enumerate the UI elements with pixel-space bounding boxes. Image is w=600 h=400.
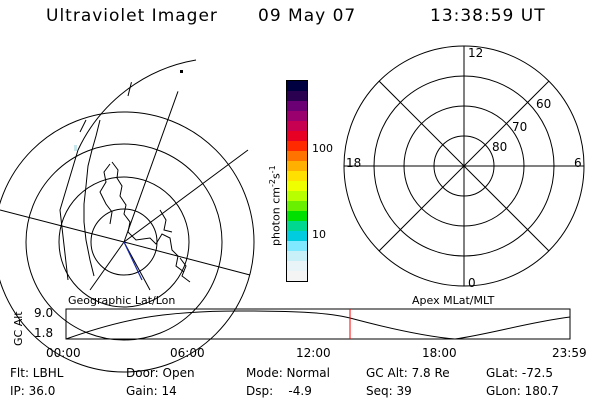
coastline bbox=[99, 163, 113, 225]
colorbar-tick-100: 100 bbox=[312, 142, 333, 155]
coastline bbox=[83, 119, 101, 277]
colorbar-band bbox=[287, 121, 307, 131]
colorbar-band bbox=[287, 151, 307, 161]
date-label: 09 May 07 bbox=[258, 6, 357, 26]
altitude-plot-frame bbox=[65, 308, 571, 340]
polar-panel-label: Apex MLat/MLT bbox=[412, 294, 495, 307]
colorbar bbox=[286, 80, 308, 282]
gc-alt-info: GC Alt: 7.8 Re bbox=[366, 366, 450, 380]
coastline bbox=[111, 161, 185, 273]
coastline bbox=[179, 257, 191, 283]
colorbar-band bbox=[287, 101, 307, 111]
mlt-label-6: 6 bbox=[574, 156, 582, 170]
colorbar-band bbox=[287, 231, 307, 241]
colorbar-band bbox=[287, 191, 307, 201]
time-tick-0000: 00:00 bbox=[46, 346, 81, 360]
ip-info: IP: 36.0 bbox=[10, 384, 56, 398]
glon-info: GLon: 180.7 bbox=[486, 384, 559, 398]
altitude-tick-bottom: 1.8 bbox=[34, 326, 54, 340]
colorbar-band bbox=[287, 131, 307, 141]
coastline bbox=[79, 119, 87, 133]
instrument-title: Ultraviolet Imager bbox=[46, 6, 218, 26]
seq-info: Seq: 39 bbox=[366, 384, 412, 398]
colorbar-band bbox=[287, 251, 307, 261]
meridian-line bbox=[123, 241, 251, 276]
aurora-pixel bbox=[74, 145, 77, 151]
coastline bbox=[159, 209, 173, 233]
time-label: 13:38:59 UT bbox=[430, 6, 546, 26]
colorbar-band bbox=[287, 181, 307, 191]
mlat-label-70: 70 bbox=[512, 120, 528, 134]
latitude-circle bbox=[0, 111, 255, 373]
colorbar-band bbox=[287, 111, 307, 121]
map-boundary bbox=[77, 59, 197, 151]
mlt-label-12: 12 bbox=[468, 46, 484, 60]
coastline bbox=[127, 82, 151, 97]
meridian-line bbox=[89, 241, 125, 291]
gain-info: Gain: 14 bbox=[126, 384, 177, 398]
altitude-tick-top: 9.0 bbox=[34, 306, 54, 320]
subsatellite-marker bbox=[180, 70, 183, 73]
mode-info: Mode: Normal bbox=[246, 366, 330, 380]
door-info: Door: Open bbox=[126, 366, 195, 380]
glat-info: GLat: -72.5 bbox=[486, 366, 553, 380]
mlat-label-60: 60 bbox=[536, 97, 552, 111]
mlt-label-18: 18 bbox=[346, 156, 362, 170]
latitude-circle bbox=[58, 176, 190, 308]
map-boundary bbox=[59, 149, 79, 281]
filter-info: Flt: LBHL bbox=[10, 366, 64, 380]
colorbar-tick-10: 10 bbox=[312, 228, 326, 241]
colorbar-band bbox=[287, 271, 307, 281]
mlt-diagonal bbox=[378, 80, 550, 252]
time-tick-1800: 18:00 bbox=[422, 346, 457, 360]
mlat-label-80: 80 bbox=[492, 140, 508, 154]
colorbar-band bbox=[287, 221, 307, 231]
colorbar-band bbox=[287, 261, 307, 271]
dsp-info: Dsp: -4.9 bbox=[246, 384, 312, 398]
meridian-line bbox=[123, 149, 249, 243]
colorbar-band bbox=[287, 81, 307, 91]
latitude-circle bbox=[25, 143, 223, 341]
satellite-ground-track bbox=[123, 241, 143, 281]
colorbar-band bbox=[287, 141, 307, 151]
colorbar-band bbox=[287, 201, 307, 211]
colorbar-band bbox=[287, 161, 307, 171]
altitude-curve bbox=[65, 310, 571, 340]
mlt-label-0: 0 bbox=[468, 276, 476, 290]
colorbar-band bbox=[287, 91, 307, 101]
colorbar-band bbox=[287, 171, 307, 181]
colorbar-band bbox=[287, 241, 307, 251]
colorbar-band bbox=[287, 211, 307, 221]
meridian-line bbox=[123, 82, 201, 243]
time-tick-2359: 23:59 bbox=[552, 346, 587, 360]
geographic-panel-label: Geographic Lat/Lon bbox=[68, 294, 176, 307]
time-tick-1200: 12:00 bbox=[296, 346, 331, 360]
time-tick-0600: 06:00 bbox=[170, 346, 205, 360]
